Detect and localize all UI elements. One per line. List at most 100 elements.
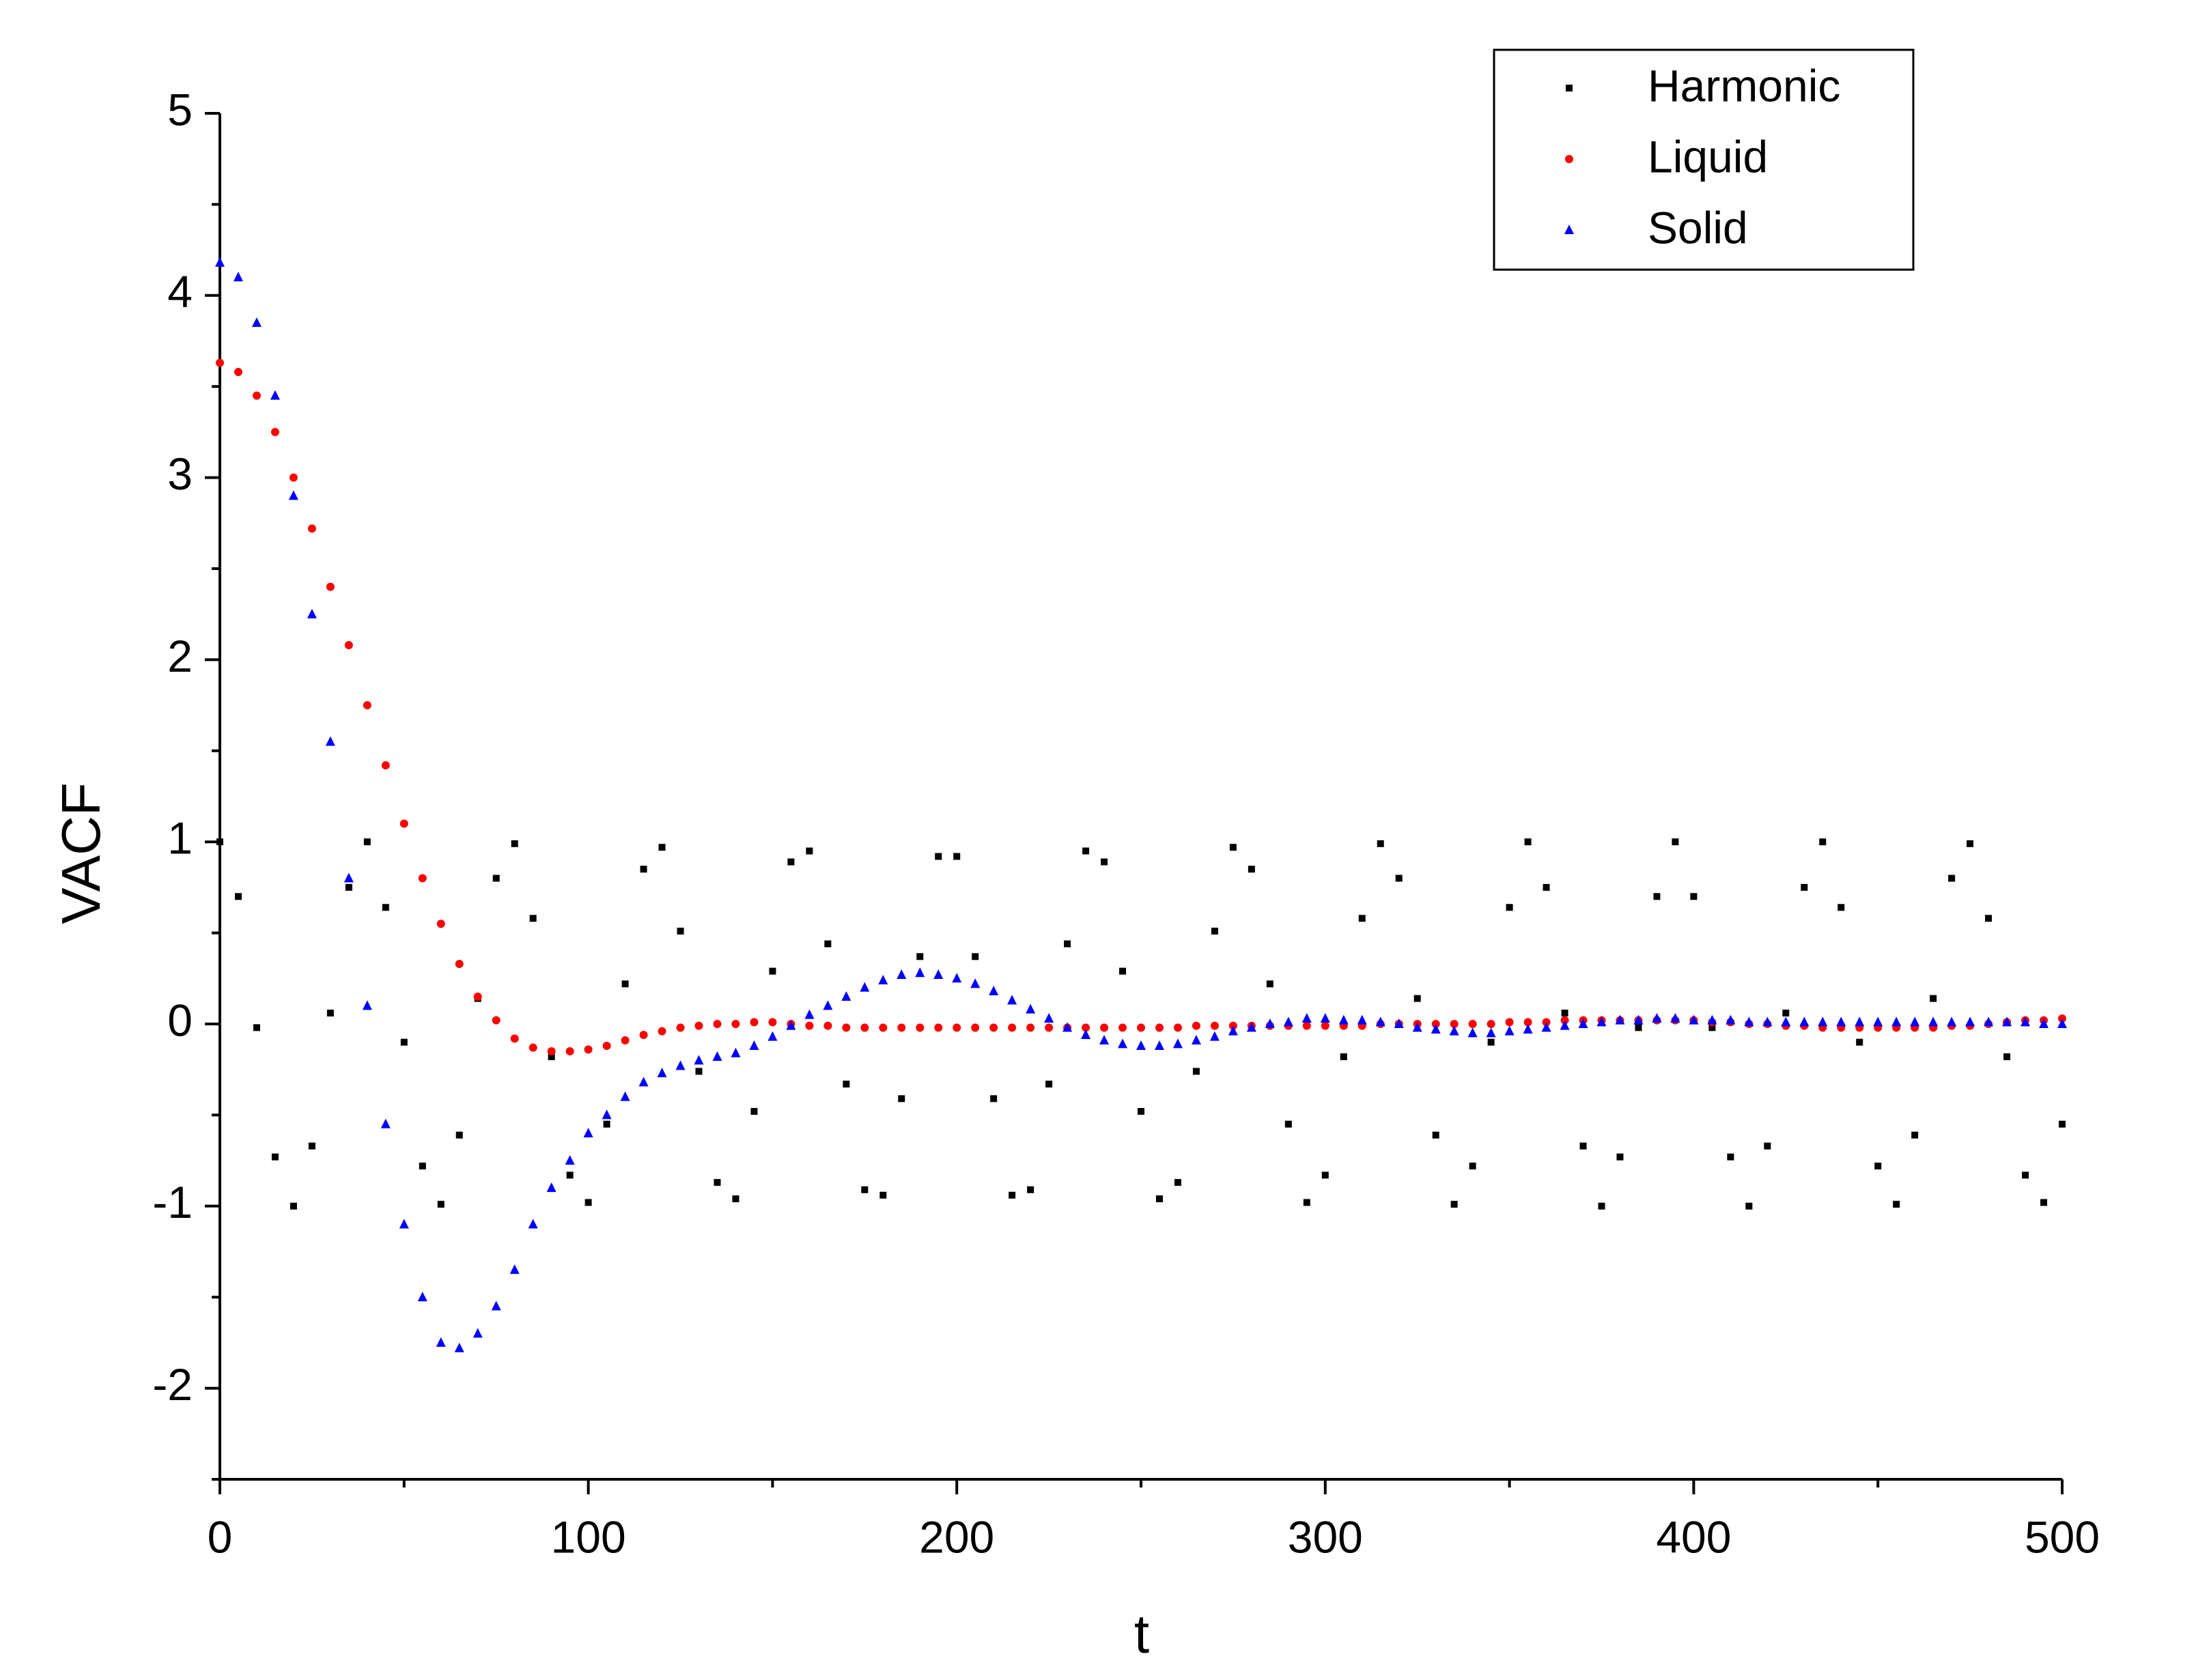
point [1100,1023,1109,1032]
point [1007,995,1017,1005]
point [879,1023,888,1032]
point [454,1342,464,1352]
point [1357,1014,1367,1025]
point [1375,1016,1385,1027]
point [824,940,832,948]
point [1209,1031,1220,1041]
point [824,1021,832,1030]
point [1321,1171,1329,1179]
point [233,272,243,282]
point [1138,1108,1144,1115]
point [1246,1022,1256,1032]
point [1211,927,1218,935]
point [677,927,684,935]
point [1930,995,1937,1002]
point [546,1182,557,1193]
point [1154,1040,1164,1051]
point [511,840,518,847]
point [804,1009,815,1019]
point [492,874,500,882]
point [1450,1020,1459,1028]
point [2021,1016,2031,1027]
point [1283,1016,1293,1027]
point [1745,1202,1753,1210]
point [1303,1199,1310,1206]
point [326,1009,334,1016]
point [1670,1012,1680,1023]
point [1524,838,1532,846]
point [1487,1020,1495,1028]
point [1081,1029,1091,1040]
point [216,358,224,367]
legend-marker [1565,155,1573,163]
point [1377,840,1384,847]
point [1284,1120,1292,1128]
point [1541,1022,1551,1032]
point [933,969,944,979]
point [492,1016,501,1025]
point [970,978,981,988]
point [1744,1016,1754,1027]
point [565,1047,574,1056]
point [1412,1022,1422,1032]
point [1560,1016,1569,1025]
point [1560,1020,1570,1030]
point [1192,1021,1200,1030]
point [417,1292,427,1302]
point [528,1219,538,1229]
point [972,953,979,960]
point [1155,1023,1164,1032]
point [1045,1081,1053,1088]
point [640,866,647,873]
point [1082,1023,1090,1032]
point [1616,1153,1624,1161]
point [805,1021,814,1030]
point [510,1034,519,1043]
point [1799,1016,1810,1027]
point [1229,844,1237,851]
point [750,1018,759,1027]
x-axis-label: t [1134,1604,1149,1664]
point [1928,1016,1939,1027]
point [878,974,888,984]
point [1523,1018,1532,1027]
point [1801,883,1808,891]
point [621,980,629,988]
point [1228,1025,1238,1036]
point [1672,838,1679,846]
point [1174,1179,1181,1186]
point [491,1300,501,1311]
point [1487,1038,1495,1046]
point [2058,1014,2066,1023]
point [308,1142,315,1150]
point [806,847,813,855]
point [326,582,335,591]
point [1266,980,1273,988]
point [270,390,280,400]
point [1486,1027,1496,1038]
point [1394,1019,1404,1028]
point [860,982,870,992]
point [620,1091,630,1101]
point [1101,858,1108,866]
point [251,317,262,327]
point [603,1120,610,1128]
point [1191,1035,1201,1045]
point [1947,1016,1957,1027]
point [307,608,317,618]
point [1395,874,1403,882]
point [1118,1038,1128,1049]
y-axis-label: VACF [51,782,111,924]
point [694,1021,703,1030]
point [1707,1014,1717,1025]
point [1118,1023,1127,1032]
point [1965,1016,1975,1027]
point [1413,995,1421,1002]
point [2022,1171,2029,1179]
point [253,1024,260,1031]
point [1248,866,1255,873]
point [934,1023,943,1032]
point [2003,1053,2011,1061]
point [1855,1016,1865,1027]
